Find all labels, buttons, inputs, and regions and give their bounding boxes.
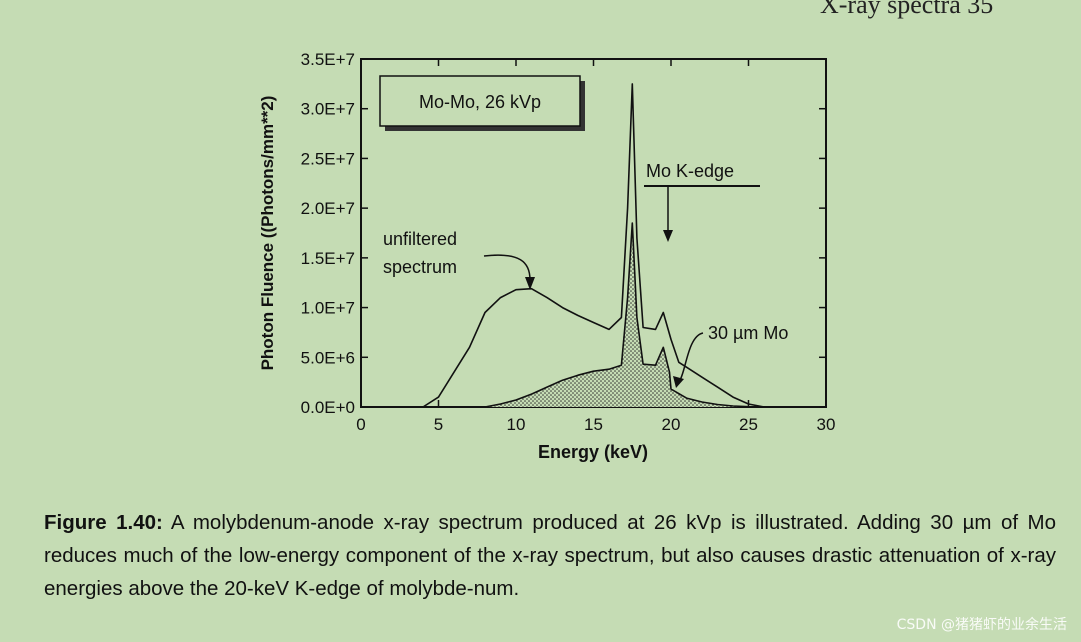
x-tick-label: 25 [739,415,758,434]
arrowhead-kedge [663,230,673,242]
y-tick-label: 0.0E+0 [301,398,355,417]
x-tick-label: 0 [356,415,365,434]
series-line-filtered [484,222,765,408]
caption-label: Figure 1.40: [44,511,163,534]
y-tick-label: 3.5E+7 [301,50,355,69]
x-tick-label: 15 [584,415,603,434]
y-axis-title: Photon Fluence ((Photons/mm**2) [258,96,277,371]
annotation-unfiltered-line1: unfiltered [383,229,457,249]
y-axis-ticks: 0.0E+0 5.0E+6 1.0E+7 1.5E+7 2.0E+7 2.5E+7 3.0E… [301,50,826,417]
y-tick-label: 1.5E+7 [301,249,355,268]
arrowhead-unfiltered [525,277,535,290]
annotation-filtered: 30 µm Mo [708,323,788,343]
figure-caption: Figure 1.40: A molybdenum-anode x-ray spe… [44,506,1056,605]
y-tick-label: 5.0E+6 [301,348,355,367]
x-tick-label: 20 [662,415,681,434]
y-tick-label: 3.0E+7 [301,100,355,119]
y-tick-label: 2.0E+7 [301,199,355,218]
y-tick-label: 2.5E+7 [301,149,355,168]
watermark: CSDN @猪猪虾的业余生活 [896,617,1067,633]
inset-label-box: Mo-Mo, 26 kVp [379,75,585,131]
x-tick-label: 5 [434,415,443,434]
caption-text: A molybdenum-anode x-ray spectrum produc… [44,511,1056,600]
annotation-unfiltered-line2: spectrum [383,257,457,277]
annotation-unfiltered-arrow [483,254,531,281]
series-line-unfiltered [422,83,765,408]
x-tick-label: 10 [507,415,526,434]
x-axis-ticks: 0 5 10 15 20 25 30 [356,59,835,434]
series-area-filtered [485,223,764,407]
annotation-filtered-arrow [679,332,704,381]
spectrum-chart: 0 5 10 15 20 25 30 0.0E+0 5.0E+6 1.0E+7 1.5E+7 2.0… [258,50,835,462]
inset-label: Mo-Mo, 26 kVp [419,92,541,112]
series-layer [422,83,765,408]
x-tick-label: 30 [817,415,836,434]
page-header: X-ray spectra 35 [820,0,994,19]
x-axis-title: Energy (keV) [538,442,648,462]
annotation-kedge: Mo K-edge [646,161,734,181]
arrowhead-filtered [673,376,684,388]
y-tick-label: 1.0E+7 [301,299,355,318]
